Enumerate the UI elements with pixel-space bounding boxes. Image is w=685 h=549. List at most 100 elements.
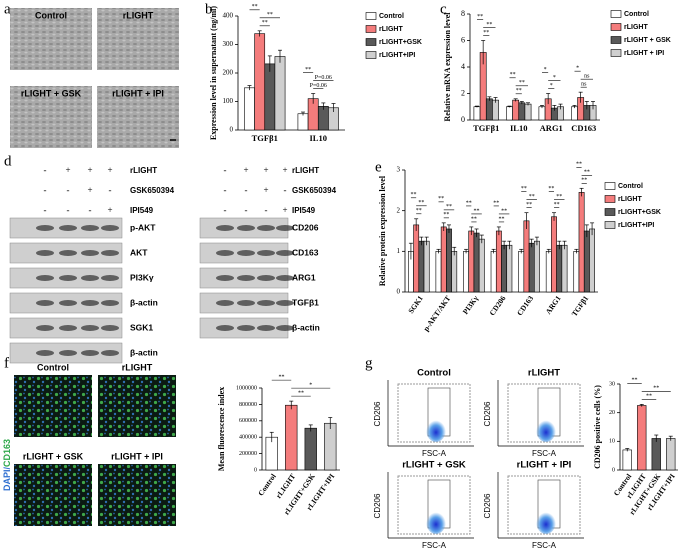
treatment-sign: + (107, 205, 112, 215)
bar (423, 240, 430, 293)
bar (451, 251, 458, 293)
bar (578, 192, 585, 293)
treatment-sign: - (245, 185, 248, 195)
significance-label: ** (526, 202, 532, 208)
significance-label: * (544, 67, 547, 73)
band (276, 275, 294, 281)
bar (501, 244, 508, 293)
significance-label: ** (438, 196, 444, 202)
significance-label: ns (581, 82, 587, 88)
band (36, 250, 54, 256)
legend-label: rLIGHT+IPI (379, 52, 415, 59)
treatment-sign: - (44, 185, 47, 195)
bar (637, 405, 647, 471)
treatment-sign: + (263, 165, 268, 175)
axis-label: CD206 (373, 493, 382, 518)
bar (666, 438, 676, 471)
significance-label: P=0.06 (315, 75, 332, 81)
micrograph (97, 86, 179, 148)
significance-label: ** (267, 12, 273, 18)
band (237, 275, 255, 281)
significance-label: ** (262, 20, 268, 26)
y-tick-label: 1 (397, 247, 401, 255)
band (59, 250, 77, 256)
significance-label: ** (446, 204, 452, 210)
bar (512, 99, 520, 121)
y-tick-label: 20 (609, 410, 615, 416)
significance-label: ** (501, 208, 507, 214)
y-tick-label: 100 (223, 97, 234, 105)
y-tick-label: 10 (609, 439, 615, 445)
y-axis-title: Relative mRNA expression level (443, 12, 452, 122)
x-tick-label: IL10 (510, 123, 527, 133)
band (101, 325, 119, 331)
bar (561, 244, 568, 293)
micrograph (10, 8, 92, 70)
significance-label: ** (632, 378, 638, 384)
events (426, 418, 446, 442)
significance-label: ** (529, 194, 535, 200)
y-tick-label: 4 (461, 62, 465, 71)
band (36, 350, 54, 356)
band (101, 225, 119, 231)
treatment-sign: - (224, 165, 227, 175)
bar (518, 251, 525, 293)
legend-label: Control (379, 13, 404, 20)
bar (244, 87, 255, 131)
bar (446, 228, 452, 293)
band (257, 300, 275, 306)
micrograph (10, 86, 92, 148)
band (101, 250, 119, 256)
significance-label: * (309, 382, 312, 388)
y-tick-label: 200 (223, 69, 234, 77)
x-tick-label: IL10 (310, 133, 327, 143)
band (216, 325, 234, 331)
legend-label: rLIGHT+IPI (618, 222, 654, 229)
image-label: rLIGHT + GSK (23, 451, 84, 461)
y-tick-label: 400 (223, 12, 234, 20)
image-label: rLIGHT (123, 10, 154, 20)
treatment-sign: - (284, 185, 287, 195)
y-axis-title: Expression level in supernatant (ng/ml) (209, 6, 218, 140)
fluorescence-image (98, 464, 176, 526)
band (36, 225, 54, 231)
x-tick-label: CD163 (515, 294, 535, 317)
treatment-sign: - (67, 205, 70, 215)
bar (285, 404, 298, 471)
panel-label: f (4, 355, 9, 371)
band (36, 325, 54, 331)
bar (506, 106, 513, 121)
band (59, 275, 77, 281)
treatment-sign: + (243, 165, 248, 175)
image-label: rLIGHT + IPI (112, 88, 164, 98)
band (237, 250, 255, 256)
significance-label: ** (474, 208, 480, 214)
band (101, 275, 119, 281)
treatment-sign: + (282, 205, 287, 215)
treatment-label: IPI549 (130, 206, 154, 215)
band (257, 275, 275, 281)
legend-swatch (610, 10, 622, 18)
y-tick-label: 0 (461, 115, 465, 124)
legend-swatch (604, 208, 616, 216)
panel-label: b (205, 1, 213, 17)
bar (571, 106, 578, 121)
x-tick-label: ARG1 (544, 294, 563, 316)
treatment-label: IPI549 (292, 206, 316, 215)
band (101, 300, 119, 306)
image-label: rLIGHT (122, 362, 153, 372)
band-label: CD163 (292, 247, 319, 257)
legend-swatch (610, 23, 622, 31)
band (59, 300, 77, 306)
x-tick-label: CD206 (488, 294, 508, 317)
legend-swatch (604, 221, 616, 229)
legend-label: rLIGHT + IPI (624, 50, 664, 57)
band (36, 300, 54, 306)
band (237, 225, 255, 231)
significance-label: ** (519, 80, 525, 86)
band-label: SGK1 (130, 322, 153, 332)
significance-label: ** (493, 200, 499, 206)
panel-label: a (4, 1, 11, 17)
significance-label: ns (584, 74, 590, 80)
y-tick-label: 800000 (239, 402, 257, 408)
